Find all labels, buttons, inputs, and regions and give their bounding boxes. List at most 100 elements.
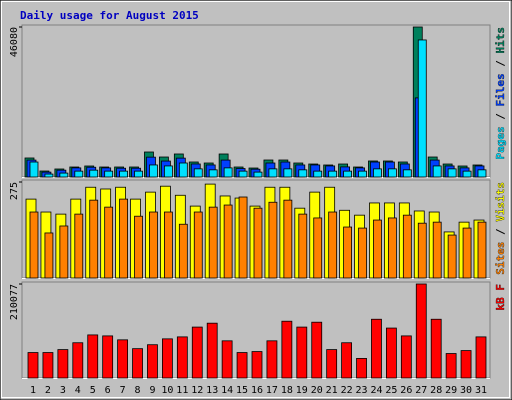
bar (208, 206, 218, 279)
bar (253, 207, 263, 279)
x-tick-label: 17 (266, 385, 278, 396)
bar (178, 223, 188, 279)
bar (373, 219, 382, 279)
bar (477, 221, 487, 279)
x-tick-label: 10 (161, 385, 173, 396)
bar (371, 318, 382, 379)
y-tick-label: 46080 (9, 27, 20, 57)
bar (402, 169, 412, 178)
bar (417, 222, 427, 279)
bar (432, 165, 442, 178)
x-tick-label: 24 (370, 385, 382, 396)
bar (147, 344, 158, 379)
legend-separator: / (494, 222, 507, 242)
x-tick-label: 29 (445, 385, 457, 396)
bar (223, 167, 233, 178)
bar (117, 339, 128, 379)
bar (268, 201, 278, 279)
bar (223, 204, 233, 279)
bar (74, 213, 84, 279)
legend: Pages / Files / Hits (494, 27, 507, 160)
bar (149, 164, 158, 178)
bar (385, 327, 397, 379)
bar (221, 340, 233, 379)
bar (163, 165, 173, 178)
bar (59, 172, 69, 178)
bar (161, 338, 173, 379)
x-tick-label: 27 (415, 385, 427, 396)
bar (400, 335, 412, 379)
x-tick-label: 13 (206, 385, 218, 396)
x-tick-label: 16 (251, 385, 263, 396)
legend-entry: Visits (494, 182, 507, 222)
bar (268, 168, 278, 178)
bar (328, 170, 338, 178)
bar (475, 336, 487, 379)
x-tick-label: 3 (60, 385, 66, 396)
bar (460, 350, 472, 379)
bar (341, 342, 353, 379)
bar (87, 334, 99, 379)
x-tick-label: 20 (311, 385, 323, 396)
legend: kB F (494, 284, 507, 311)
bar (358, 227, 367, 279)
bar (27, 352, 39, 379)
bar (430, 318, 442, 379)
bar (134, 215, 143, 279)
bar (296, 326, 308, 379)
y-tick-label: 210077 (9, 284, 20, 320)
bar (462, 170, 472, 178)
bar (402, 214, 412, 279)
bar (178, 162, 188, 178)
bar (283, 168, 293, 178)
bar (415, 283, 427, 379)
x-tick-label: 1 (30, 385, 36, 396)
chart-title: Daily usage for August 2015 (20, 9, 199, 22)
bar (102, 335, 114, 379)
x-tick-label: 8 (135, 385, 141, 396)
x-tick-label: 2 (45, 385, 51, 396)
bar (373, 168, 382, 178)
x-tick-label: 21 (326, 385, 338, 396)
bar (104, 170, 114, 178)
legend-entry: Sites (494, 242, 507, 275)
bar (89, 199, 99, 279)
x-tick-label: 4 (75, 385, 81, 396)
bar (328, 211, 338, 279)
x-tick-label: 15 (236, 385, 248, 396)
panel (21, 24, 491, 178)
bar (44, 232, 54, 279)
bar (193, 211, 203, 279)
bar (238, 170, 248, 178)
bar (356, 358, 367, 379)
bar (42, 352, 54, 379)
x-tick-label: 5 (90, 385, 96, 396)
x-tick-label: 30 (460, 385, 472, 396)
bar (266, 340, 278, 379)
bar (477, 169, 487, 178)
bar (387, 217, 397, 279)
bar (29, 161, 39, 178)
legend-entry: Hits (494, 27, 507, 54)
bar (206, 322, 218, 379)
legend-entry: kB F (494, 284, 507, 311)
x-tick-label: 6 (105, 385, 111, 396)
bar (313, 170, 323, 178)
bar (119, 198, 128, 279)
bar (193, 168, 203, 178)
x-tick-label: 25 (385, 385, 397, 396)
bar (462, 227, 472, 279)
bar (447, 234, 457, 279)
bar (104, 206, 114, 279)
bar (119, 170, 128, 178)
bar (29, 211, 39, 279)
bar (313, 217, 323, 279)
bar (432, 221, 442, 279)
x-tick-label: 22 (341, 385, 353, 396)
bar (89, 169, 99, 178)
bar (281, 320, 293, 379)
legend: Sites / Visits (494, 182, 507, 275)
legend-separator: / (494, 107, 507, 127)
